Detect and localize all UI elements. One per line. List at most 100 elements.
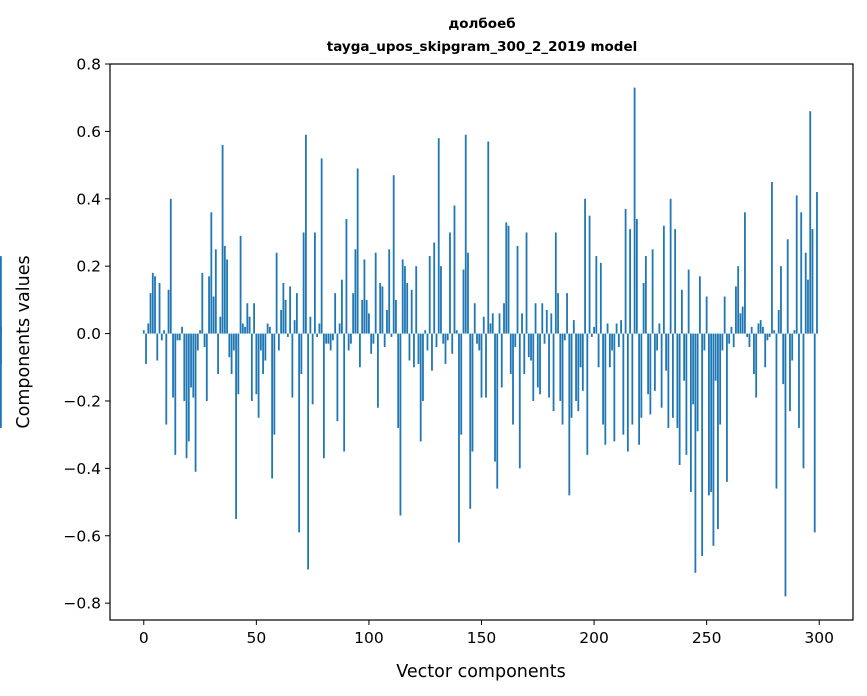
bar — [176, 333, 179, 341]
bar — [208, 276, 210, 334]
bar — [478, 333, 481, 351]
bar — [160, 333, 163, 341]
bar — [626, 333, 629, 452]
bar — [804, 252, 807, 334]
bar — [437, 138, 440, 334]
bar — [813, 333, 816, 533]
bar — [584, 198, 586, 334]
bar — [345, 219, 348, 334]
bar — [442, 333, 445, 344]
bar — [388, 249, 391, 334]
bar — [692, 333, 695, 405]
bar — [169, 198, 172, 334]
bar — [415, 266, 418, 334]
bar — [671, 333, 674, 418]
bar — [581, 333, 584, 391]
bar — [214, 249, 217, 334]
bar — [433, 242, 436, 334]
bar — [514, 333, 517, 348]
bar — [473, 303, 476, 334]
bar — [789, 333, 791, 412]
bar — [286, 333, 289, 337]
bar — [370, 333, 373, 354]
bar — [586, 333, 589, 455]
bar — [771, 181, 773, 334]
bar — [768, 333, 771, 337]
bar — [482, 316, 485, 334]
bar — [669, 198, 672, 334]
y-tick-label: −0.6 — [63, 527, 101, 545]
bar — [158, 283, 161, 334]
x-tick-label: 300 — [804, 629, 834, 647]
bar — [800, 212, 803, 334]
bar — [212, 296, 215, 334]
bar — [178, 333, 181, 341]
bar — [714, 333, 717, 381]
y-axis-ticks: −0.8 −0.6 −0.4 −0.2 0.0 0.2 0.4 0.6 0.8 — [63, 56, 110, 613]
bar — [151, 272, 154, 334]
bar — [710, 333, 713, 492]
bar — [386, 309, 388, 334]
bar — [766, 333, 769, 341]
bar — [732, 333, 735, 348]
bar — [762, 326, 764, 334]
bar — [268, 326, 271, 334]
bar — [816, 192, 818, 334]
bar — [275, 252, 278, 334]
bar — [685, 333, 688, 455]
bar — [735, 286, 737, 334]
bar — [381, 286, 384, 334]
bar — [541, 303, 544, 334]
bar — [759, 320, 762, 334]
bar — [424, 330, 427, 334]
bar — [419, 333, 422, 442]
bar — [293, 320, 296, 334]
bar — [426, 333, 429, 351]
bar — [237, 333, 240, 395]
bar — [662, 225, 665, 334]
bar — [588, 215, 591, 334]
bar — [480, 333, 483, 398]
bar — [336, 333, 339, 422]
bar — [199, 330, 201, 334]
bar — [289, 286, 292, 334]
bar — [343, 333, 346, 452]
x-tick-label: 100 — [354, 629, 384, 647]
bar — [469, 333, 472, 509]
bar — [750, 326, 753, 334]
bar — [235, 333, 237, 519]
bar — [354, 249, 357, 334]
bar — [728, 333, 731, 344]
bar — [786, 239, 789, 334]
y-tick-label: 0.6 — [76, 123, 101, 141]
bar — [446, 333, 449, 341]
bar — [773, 330, 776, 334]
bar — [165, 333, 168, 425]
bar — [622, 333, 625, 435]
bar — [687, 269, 690, 334]
bar — [791, 333, 794, 361]
bar — [183, 333, 186, 401]
bar — [431, 333, 433, 371]
bar — [284, 299, 287, 334]
bar — [185, 333, 188, 459]
bar — [694, 333, 697, 573]
bar — [617, 333, 620, 348]
bar — [487, 141, 490, 334]
bar — [230, 333, 233, 375]
bar — [530, 333, 532, 361]
plot-frame — [109, 63, 854, 621]
bar — [550, 313, 553, 334]
bar — [359, 333, 361, 368]
bar — [658, 323, 661, 334]
bar — [651, 249, 654, 334]
bar — [379, 283, 382, 334]
bar — [181, 326, 183, 334]
bar — [223, 245, 226, 334]
bar — [667, 333, 670, 428]
bar — [699, 276, 701, 334]
bar — [455, 330, 458, 334]
bar — [266, 323, 269, 334]
bar — [545, 309, 548, 334]
